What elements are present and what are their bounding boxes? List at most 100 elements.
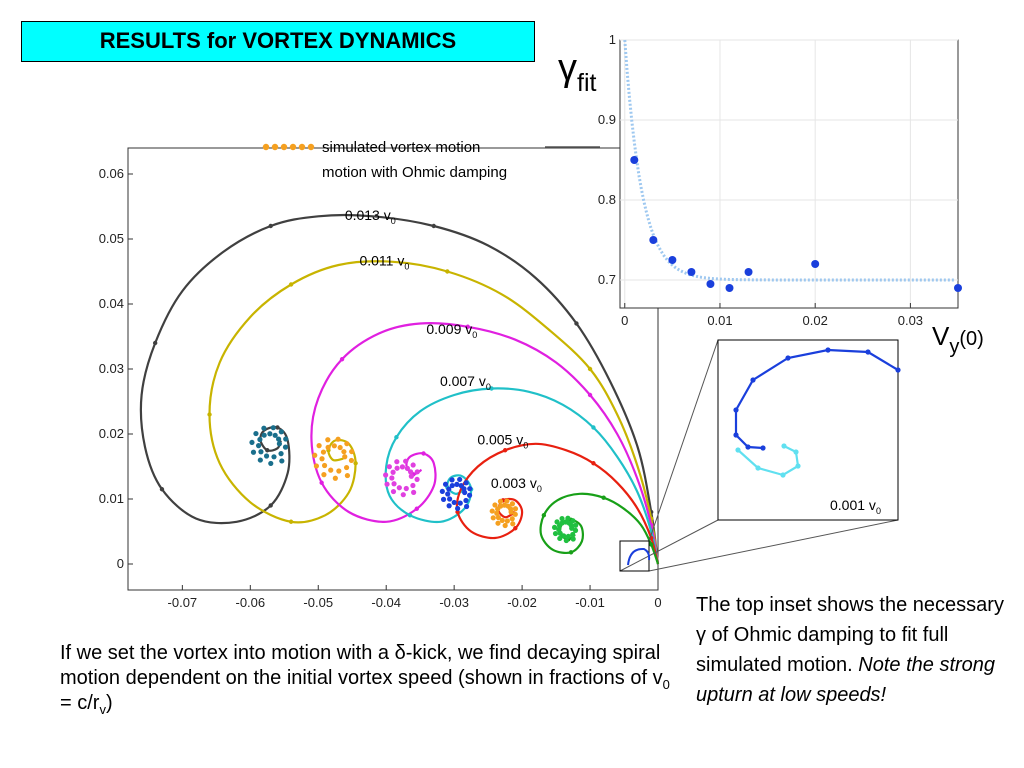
simulated-dot — [492, 502, 498, 508]
zoom-spiral-dot — [733, 432, 739, 438]
simulated-dot — [268, 460, 274, 467]
simulated-point — [513, 526, 518, 531]
y-tick-label: 0 — [117, 556, 124, 571]
zoom-inset: 0.001 v0 — [619, 339, 901, 572]
simulated-point — [407, 513, 413, 518]
simulated-point — [268, 503, 273, 508]
simulated-dot — [394, 465, 400, 471]
simulated-dot — [411, 489, 417, 495]
simulated-dot — [344, 441, 350, 447]
simulated-dot — [270, 425, 276, 431]
gamma-fit-point — [725, 284, 734, 292]
simulated-dot — [573, 522, 579, 528]
zoom-frame — [717, 339, 899, 521]
simulated-dot — [394, 459, 400, 465]
simulated-dot — [504, 498, 510, 504]
gamma-fit-point — [649, 236, 658, 244]
simulated-dot — [325, 437, 331, 443]
simulated-dot — [410, 482, 416, 489]
simulated-point — [649, 542, 654, 547]
simulated-dot — [557, 535, 563, 542]
simulated-dot — [332, 475, 338, 481]
spiral-label: 0.009 v0 — [426, 321, 477, 340]
zoom-source-box — [619, 540, 650, 572]
simulated-dot — [494, 510, 500, 516]
x-tick-label: -0.04 — [371, 595, 401, 610]
simulated-dot — [390, 469, 396, 475]
simulated-dot — [551, 524, 558, 531]
zoom-spiral-dot — [745, 444, 751, 450]
inset-x-tick-label: 0 — [621, 313, 628, 328]
simulated-dot — [349, 448, 355, 455]
inset-x-tick-label: 0.01 — [707, 313, 732, 328]
gamma-fit-point — [706, 280, 715, 288]
simulated-dot — [261, 425, 267, 431]
simulated-dot — [445, 491, 451, 497]
simulated-point — [465, 324, 470, 329]
inset-y-tick-label: 0.8 — [598, 192, 616, 207]
simulated-dot — [335, 436, 341, 442]
gamma-fit-point — [630, 156, 639, 164]
x-tick-label: -0.06 — [235, 595, 265, 610]
simulated-dot — [565, 515, 571, 521]
simulated-dot — [554, 519, 560, 525]
zoom-spiral-dot — [755, 465, 761, 471]
simulated-dot — [276, 441, 282, 447]
gamma-fit-point — [744, 268, 753, 276]
simulated-dot — [272, 432, 278, 438]
simulated-dot — [336, 468, 342, 474]
zoom-spiral-dot — [865, 349, 871, 355]
simulated-dot — [386, 464, 392, 470]
simulated-dot — [455, 505, 461, 512]
left-caption-part1: If we set the vortex into motion with a — [60, 642, 395, 664]
legend-entry: motion with Ohmic damping — [322, 164, 507, 181]
simulated-point — [339, 357, 345, 362]
simulated-dot — [457, 500, 463, 506]
simulated-dot — [410, 462, 416, 468]
y-tick-label: 0.02 — [99, 426, 124, 441]
simulated-dot — [328, 467, 334, 473]
simulated-dot — [414, 476, 420, 483]
simulated-point — [152, 340, 158, 346]
right-caption-italic: Note the strong upturn at low speeds! — [696, 654, 996, 706]
simulated-dot — [384, 481, 390, 487]
simulated-dot — [512, 506, 519, 512]
simulated-dot — [261, 432, 267, 438]
simulated-dot — [495, 520, 501, 526]
simulated-dot — [279, 458, 285, 464]
gamma-symbol: γ — [696, 624, 706, 646]
simulated-dot — [341, 449, 347, 455]
simulated-dot — [449, 482, 455, 489]
simulated-dot — [570, 536, 576, 542]
simulated-dot — [490, 515, 496, 521]
inset-chart: 0 0.01 0.02 0.03 0.7 0.8 0.9 1 γfit Vy(0) — [558, 32, 984, 358]
simulated-dot — [454, 481, 460, 487]
right-caption-part1: The top inset shows the necessary — [696, 594, 1004, 616]
x-tick-label: -0.03 — [439, 595, 469, 610]
simulated-point — [455, 509, 460, 515]
x-tick-label: -0.02 — [507, 595, 537, 610]
simulated-dot — [403, 485, 409, 492]
zoom-spiral-dot — [825, 347, 831, 353]
simulated-dot — [440, 496, 447, 502]
simulated-dot — [463, 503, 470, 510]
x-tick-label: 0 — [654, 595, 661, 610]
simulated-dot — [446, 503, 452, 509]
x-tick-label: -0.01 — [575, 595, 605, 610]
simulated-dot — [403, 458, 409, 464]
simulated-dot — [257, 457, 263, 463]
delta-symbol: δ — [394, 642, 406, 664]
simulated-dot — [253, 430, 259, 437]
simulated-dot — [408, 469, 414, 475]
spiral-label: 0.011 v0 — [359, 253, 409, 272]
gamma-fit-point — [668, 256, 677, 264]
simulated-dot — [249, 439, 255, 446]
left-caption: If we set the vortex into motion with a … — [60, 641, 670, 716]
y-tick-label: 0.04 — [99, 296, 124, 311]
simulated-dot — [458, 483, 464, 489]
simulated-dot — [250, 449, 257, 455]
simulated-dot — [501, 502, 508, 508]
simulated-dot — [509, 516, 515, 522]
inset-plot-frame — [619, 39, 959, 309]
